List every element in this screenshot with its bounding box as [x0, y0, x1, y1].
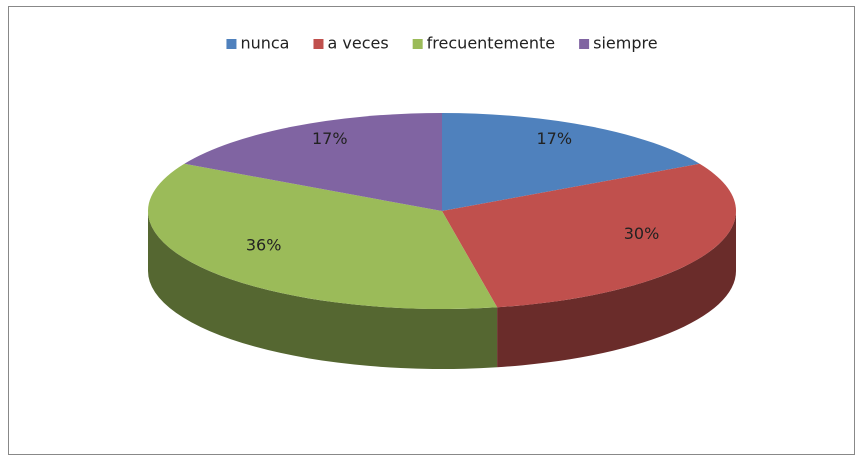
legend-swatch: [579, 39, 590, 49]
legend-swatch: [313, 39, 324, 49]
legend-label: a veces: [327, 34, 388, 53]
slice-side: [148, 211, 498, 369]
legend-label: nunca: [240, 34, 289, 53]
data-label: 17%: [312, 129, 348, 148]
slice: [184, 113, 442, 211]
data-label: 36%: [246, 236, 282, 255]
legend-swatch: [412, 39, 423, 49]
data-label: 17%: [536, 129, 572, 148]
legend-label: siempre: [593, 34, 657, 53]
slice: [442, 163, 736, 308]
legend-swatch: [226, 39, 237, 49]
data-label: 30%: [624, 224, 660, 243]
slice: [147, 163, 498, 310]
slice-side: [497, 211, 736, 368]
legend-label: frecuentemente: [427, 34, 555, 53]
slice: [442, 113, 700, 211]
